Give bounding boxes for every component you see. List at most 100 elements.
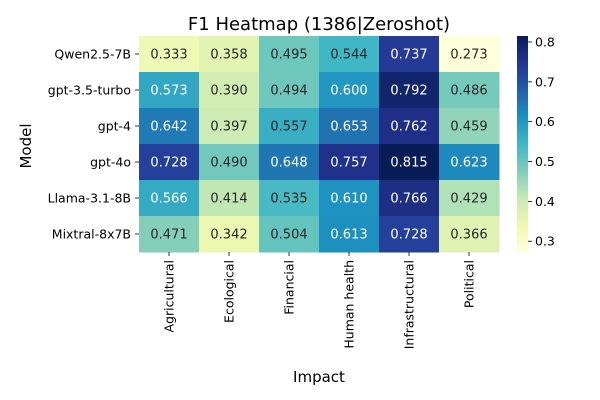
colorbar-tick-label: 0.4: [535, 194, 555, 209]
heatmap-cell: [199, 216, 260, 253]
y-tick-label: Mixtral-8x7B: [52, 227, 131, 242]
cell-value-label: 0.358: [210, 48, 247, 63]
cell-value-label: 0.504: [270, 228, 307, 243]
heatmap-cells: [139, 36, 500, 253]
x-tick-labels: Agricultural Ecological Financial Human hea…: [162, 252, 477, 349]
cell-value-label: 0.610: [330, 192, 367, 207]
y-tick-labels: Qwen2.5-7B gpt-3.5-turbo gpt-4 gpt-4o Llama-…: [48, 47, 139, 242]
heatmap-cell: [139, 180, 200, 217]
x-tick-label: Political: [462, 260, 477, 308]
cell-value-label: 0.342: [210, 228, 247, 243]
cell-value-label: 0.737: [390, 48, 427, 63]
heatmap-cell: [319, 180, 380, 217]
cell-value-label: 0.762: [390, 120, 427, 135]
cell-value-label: 0.471: [150, 228, 187, 243]
cell-value-label: 0.766: [390, 192, 427, 207]
heatmap-cell: [139, 36, 200, 73]
heatmap-cell: [319, 108, 380, 145]
cell-value-label: 0.390: [210, 84, 247, 99]
heatmap-cell: [439, 216, 500, 253]
cell-value-label: 0.486: [450, 84, 487, 99]
cell-value-label: 0.815: [390, 156, 427, 171]
heatmap-cell: [199, 108, 260, 145]
cell-value-label: 0.573: [150, 84, 187, 99]
heatmap-cell: [319, 72, 380, 109]
heatmap-cell: [439, 36, 500, 73]
heatmap-cell: [259, 216, 320, 253]
cell-value-label: 0.366: [450, 228, 487, 243]
cell-value-label: 0.557: [270, 120, 307, 135]
cell-value-label: 0.600: [330, 84, 367, 99]
cell-value-label: 0.653: [330, 120, 367, 135]
heatmap-cell: [379, 216, 440, 253]
heatmap-cell: [259, 36, 320, 73]
cell-value-label: 0.490: [210, 156, 247, 171]
cell-value-label: 0.397: [210, 120, 247, 135]
cell-value-label: 0.728: [150, 156, 187, 171]
colorbar-tick-label: 0.8: [535, 34, 555, 49]
heatmap-cell: [379, 144, 440, 181]
cell-value-label: 0.495: [270, 48, 307, 63]
colorbar-tick-label: 0.7: [535, 74, 555, 89]
chart-title: F1 Heatmap (1386|Zeroshot): [188, 14, 450, 35]
cell-value-label: 0.459: [450, 120, 487, 135]
heatmap-cell: [199, 36, 260, 73]
heatmap-cell: [379, 180, 440, 217]
colorbar-gradient: [517, 36, 528, 252]
heatmap-cell: [439, 72, 500, 109]
y-tick-label: gpt-3.5-turbo: [48, 83, 131, 98]
heatmap-cell: [439, 180, 500, 217]
heatmap-cell: [199, 72, 260, 109]
cell-value-label: 0.414: [210, 192, 247, 207]
cell-value-label: 0.648: [270, 156, 307, 171]
cell-value-label: 0.613: [330, 228, 367, 243]
x-tick-label: Infrastructural: [402, 260, 417, 349]
colorbar-tick-label: 0.3: [535, 234, 555, 249]
y-tick-label: Llama-3.1-8B: [48, 191, 131, 206]
cell-value-label: 0.494: [270, 84, 307, 99]
heatmap-cell: [259, 108, 320, 145]
cell-value-label: 0.333: [150, 48, 187, 63]
x-tick-label: Human health: [342, 260, 357, 349]
colorbar-tick-label: 0.6: [535, 114, 555, 129]
x-tick-label: Financial: [282, 260, 297, 315]
cell-value-labels: 0.333 0.358 0.495 0.544 0.737 0.273 0.573 0.390…: [150, 48, 487, 243]
cell-value-label: 0.642: [150, 120, 187, 135]
y-axis-label: Model: [17, 123, 35, 168]
heatmap-cell: [199, 144, 260, 181]
x-axis-label: Impact: [293, 368, 345, 386]
y-tick-label: gpt-4: [98, 119, 131, 134]
heatmap-cell: [259, 72, 320, 109]
heatmap-cell: [439, 108, 500, 145]
x-tick-label: Agricultural: [162, 260, 177, 332]
cell-value-label: 0.535: [270, 192, 307, 207]
y-tick-label: gpt-4o: [90, 155, 131, 170]
heatmap-cell: [259, 180, 320, 217]
heatmap-cell: [139, 216, 200, 253]
heatmap-cell: [379, 108, 440, 145]
cell-value-label: 0.757: [330, 156, 367, 171]
heatmap-cell: [139, 108, 200, 145]
cell-value-label: 0.623: [450, 156, 487, 171]
heatmap-cell: [139, 144, 200, 181]
heatmap-cell: [199, 180, 260, 217]
heatmap-cell: [439, 144, 500, 181]
colorbar: 0.3 0.4 0.5 0.6 0.7 0.8: [517, 34, 555, 252]
heatmap-cell: [139, 72, 200, 109]
heatmap-cell: [379, 36, 440, 73]
heatmap-cell: [259, 144, 320, 181]
heatmap-cell: [319, 144, 380, 181]
cell-value-label: 0.728: [390, 228, 427, 243]
heatmap-cell: [319, 36, 380, 73]
cell-value-label: 0.273: [450, 48, 487, 63]
cell-value-label: 0.544: [330, 48, 367, 63]
cell-value-label: 0.429: [450, 192, 487, 207]
colorbar-tick-label: 0.5: [535, 154, 555, 169]
x-tick-label: Ecological: [222, 260, 237, 323]
y-tick-label: Qwen2.5-7B: [54, 47, 131, 62]
cell-value-label: 0.792: [390, 84, 427, 99]
heatmap-cell: [379, 72, 440, 109]
cell-value-label: 0.566: [150, 192, 187, 207]
heatmap-cell: [319, 216, 380, 253]
